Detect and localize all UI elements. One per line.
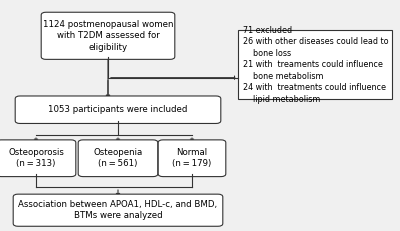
Text: Osteoporosis
(n = 313): Osteoporosis (n = 313) xyxy=(8,148,64,168)
Text: 1124 postmenopausal women
with T2DM assessed for
eligibility: 1124 postmenopausal women with T2DM asse… xyxy=(43,20,173,52)
Text: Osteopenia
(n = 561): Osteopenia (n = 561) xyxy=(93,148,143,168)
FancyBboxPatch shape xyxy=(13,194,223,226)
FancyBboxPatch shape xyxy=(238,30,392,99)
FancyBboxPatch shape xyxy=(41,12,175,59)
Text: Normal
(n = 179): Normal (n = 179) xyxy=(172,148,212,168)
FancyBboxPatch shape xyxy=(158,140,226,177)
FancyBboxPatch shape xyxy=(0,140,76,177)
Text: 71 excluded
26 with other diseases could lead to
    bone loss
21 with  treament: 71 excluded 26 with other diseases could… xyxy=(243,26,388,103)
Text: Association between APOA1, HDL-c, and BMD,
BTMs were analyzed: Association between APOA1, HDL-c, and BM… xyxy=(18,200,218,220)
FancyBboxPatch shape xyxy=(78,140,158,177)
FancyBboxPatch shape xyxy=(15,96,221,123)
Text: 1053 participants were included: 1053 participants were included xyxy=(48,105,188,114)
